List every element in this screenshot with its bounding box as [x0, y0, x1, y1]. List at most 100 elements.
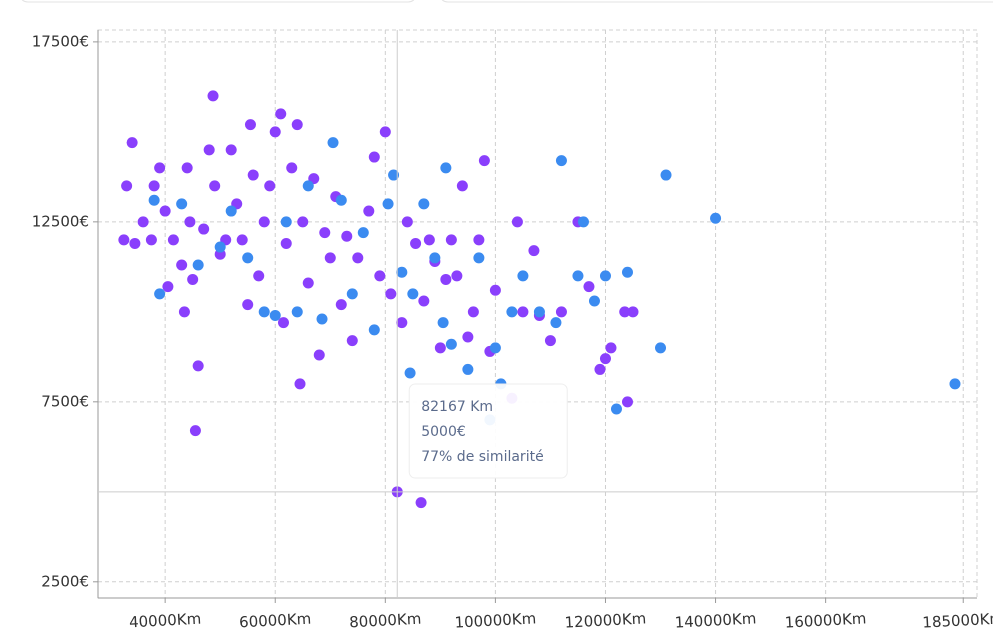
point	[404, 367, 416, 379]
point	[445, 234, 457, 246]
point	[382, 198, 394, 210]
point	[324, 252, 336, 264]
point	[352, 252, 364, 264]
point	[145, 234, 157, 246]
point	[489, 284, 501, 296]
point	[572, 270, 584, 282]
point	[577, 216, 589, 228]
point	[473, 234, 485, 246]
point	[379, 126, 391, 138]
point	[407, 288, 419, 300]
y-tick-label: 12500€	[32, 212, 89, 230]
point	[511, 216, 523, 228]
point	[346, 335, 358, 347]
point	[181, 162, 193, 174]
point	[440, 273, 452, 285]
point	[437, 317, 449, 329]
point	[247, 169, 259, 181]
point	[258, 216, 270, 228]
point	[489, 342, 501, 354]
point	[294, 378, 306, 390]
point	[401, 216, 413, 228]
point	[176, 259, 188, 271]
point	[374, 270, 386, 282]
point	[550, 317, 562, 329]
point	[583, 281, 595, 293]
point	[418, 198, 430, 210]
point	[341, 230, 353, 242]
point	[269, 309, 281, 321]
point	[528, 245, 540, 257]
filter-box[interactable]	[440, 0, 993, 3]
point	[154, 288, 166, 300]
point	[368, 324, 380, 336]
point	[275, 108, 287, 120]
point	[517, 270, 529, 282]
point	[418, 295, 430, 307]
point	[434, 342, 446, 354]
point	[385, 288, 397, 300]
y-tick-label: 7500€	[41, 392, 89, 410]
point	[594, 363, 606, 375]
point	[187, 273, 199, 285]
point	[388, 169, 400, 181]
x-tick-label: 60000Km	[239, 610, 312, 632]
point	[154, 162, 166, 174]
point	[198, 223, 210, 235]
point	[588, 295, 600, 307]
point	[313, 349, 325, 361]
filter-box[interactable]	[20, 0, 416, 3]
point	[462, 363, 474, 375]
point	[302, 277, 314, 289]
x-tick-label: 160000Km	[784, 609, 867, 631]
point	[473, 252, 485, 264]
point	[207, 90, 219, 102]
point	[214, 241, 226, 253]
tooltip	[408, 383, 568, 479]
point	[621, 266, 633, 278]
point	[189, 425, 201, 437]
point	[610, 403, 622, 415]
point	[599, 353, 611, 365]
point	[176, 198, 188, 210]
point	[605, 342, 617, 354]
point	[264, 180, 276, 192]
point	[121, 180, 133, 192]
point	[621, 396, 633, 408]
point	[423, 234, 435, 246]
point	[627, 306, 639, 318]
point	[225, 144, 237, 156]
point	[396, 317, 408, 329]
point	[192, 360, 204, 372]
point	[440, 162, 452, 174]
point	[280, 237, 292, 249]
point	[291, 119, 303, 131]
point	[327, 137, 339, 149]
point	[203, 144, 215, 156]
point	[467, 306, 479, 318]
point	[258, 306, 270, 318]
point	[319, 227, 331, 239]
point	[242, 299, 254, 311]
point	[456, 180, 468, 192]
point	[209, 180, 221, 192]
point	[368, 151, 380, 163]
point	[357, 227, 369, 239]
point	[225, 205, 237, 217]
y-tick-label: 2500€	[41, 572, 89, 590]
point	[555, 306, 567, 318]
point	[335, 194, 347, 206]
point	[655, 342, 667, 354]
point	[178, 306, 190, 318]
point	[253, 270, 265, 282]
point	[316, 313, 328, 325]
point	[429, 252, 441, 264]
y-tick-label: 17500€	[32, 32, 89, 50]
x-tick-label: 100000Km	[454, 609, 537, 631]
point	[236, 234, 248, 246]
point	[118, 234, 130, 246]
point	[302, 180, 314, 192]
point	[148, 194, 160, 206]
x-tick-label: 80000Km	[349, 610, 422, 632]
